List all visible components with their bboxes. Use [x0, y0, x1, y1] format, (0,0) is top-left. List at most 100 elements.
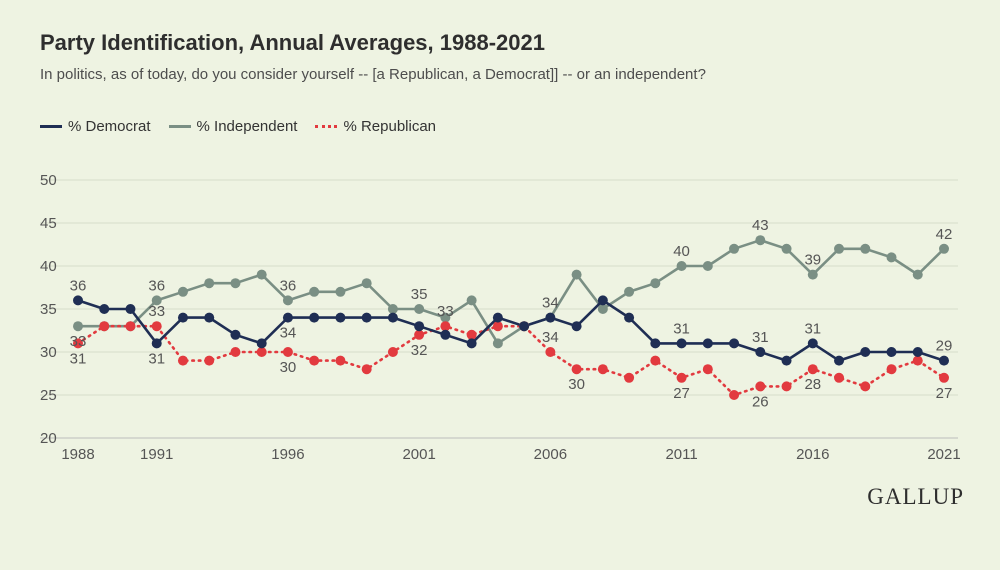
- legend-swatch-republican: [315, 125, 338, 128]
- data-point: [151, 338, 162, 349]
- gallup-logo: GALLUP: [867, 484, 964, 509]
- data-label: 31: [752, 329, 769, 346]
- data-point: [860, 243, 871, 254]
- legend-label-republican: % Republican: [343, 118, 437, 135]
- data-point: [834, 243, 845, 254]
- data-label: 31: [804, 320, 821, 337]
- x-tick-label: 2006: [534, 446, 567, 463]
- data-point: [414, 321, 425, 332]
- data-point: [860, 347, 871, 357]
- data-label: 34: [280, 325, 297, 342]
- legend-item-republican: % Republican: [315, 118, 436, 135]
- data-point: [624, 286, 635, 297]
- data-point: [440, 321, 451, 332]
- data-point: [939, 372, 949, 383]
- data-label: 35: [411, 286, 428, 303]
- data-point: [702, 338, 713, 349]
- data-point: [939, 355, 949, 366]
- data-point: [151, 295, 162, 306]
- data-point: [571, 364, 582, 375]
- data-point: [361, 278, 372, 289]
- legend-swatch-independent: [168, 125, 191, 128]
- data-label: 30: [568, 376, 585, 393]
- data-point: [729, 338, 740, 349]
- data-label: 39: [804, 252, 821, 269]
- data-point: [597, 304, 608, 314]
- series-line: [76, 238, 946, 345]
- data-point: [597, 364, 608, 375]
- y-tick-label: 35: [40, 301, 57, 318]
- data-label: 36: [148, 277, 165, 294]
- y-tick-label: 50: [40, 172, 57, 189]
- data-point: [886, 364, 897, 375]
- data-label: 31: [148, 350, 165, 367]
- data-label: 32: [411, 342, 428, 359]
- data-point: [912, 269, 923, 280]
- legend-item-democrat: % Democrat: [40, 118, 151, 135]
- series-line: [76, 299, 946, 362]
- data-point: [256, 338, 267, 349]
- data-label: 33: [148, 303, 165, 320]
- data-point: [204, 355, 215, 366]
- data-point: [466, 338, 477, 349]
- axis-layer: 20 25 30 35 40 45 50 1988 1991 1996 2001 2006 2011 20…: [40, 172, 961, 463]
- data-point: [492, 312, 503, 323]
- data-point: [230, 347, 241, 357]
- data-point: [702, 364, 713, 375]
- series-lines: [76, 238, 946, 397]
- data-point: [676, 372, 687, 383]
- data-label: 33: [437, 303, 454, 320]
- data-label: 33: [70, 333, 87, 350]
- data-point: [466, 329, 477, 340]
- x-tick-label: 2001: [402, 446, 435, 463]
- data-point: [230, 329, 241, 340]
- data-point: [414, 329, 425, 340]
- data-point: [335, 286, 346, 297]
- data-point: [755, 381, 766, 392]
- data-label: 27: [936, 385, 953, 402]
- data-point: [545, 347, 556, 357]
- data-point: [676, 261, 687, 271]
- data-point: [204, 312, 215, 323]
- data-point: [387, 304, 398, 314]
- data-label: 31: [70, 350, 87, 367]
- data-point: [309, 312, 320, 323]
- data-label: 26: [752, 393, 769, 410]
- y-tick-label: 20: [40, 430, 57, 447]
- data-point: [125, 304, 136, 314]
- data-point: [834, 355, 845, 366]
- data-label: 29: [936, 338, 953, 355]
- y-tick-label: 30: [40, 344, 57, 361]
- chart-subtitle: In politics, as of today, do you conside…: [40, 66, 706, 83]
- data-point: [781, 243, 792, 254]
- data-point: [650, 338, 661, 349]
- data-point: [571, 269, 582, 280]
- data-point: [807, 338, 818, 349]
- data-point: [73, 321, 83, 332]
- data-point: [807, 364, 818, 375]
- data-point: [729, 243, 740, 254]
- data-point: [309, 355, 320, 366]
- data-point: [545, 312, 556, 323]
- x-tick-label: 2016: [796, 446, 829, 463]
- data-point: [624, 372, 635, 383]
- data-point: [99, 321, 110, 332]
- data-point: [177, 286, 188, 297]
- data-point: [650, 278, 661, 289]
- data-point: [256, 347, 267, 357]
- data-point: [519, 321, 530, 332]
- data-point: [361, 364, 372, 375]
- data-label: 31: [673, 320, 690, 337]
- data-point: [886, 252, 897, 263]
- data-point: [650, 355, 661, 366]
- data-point: [807, 269, 818, 280]
- data-point: [440, 312, 451, 323]
- data-point: [676, 338, 687, 349]
- data-point: [125, 321, 136, 332]
- data-point: [886, 347, 897, 357]
- data-point: [230, 278, 241, 289]
- y-tick-label: 25: [40, 387, 57, 404]
- data-point: [939, 243, 949, 254]
